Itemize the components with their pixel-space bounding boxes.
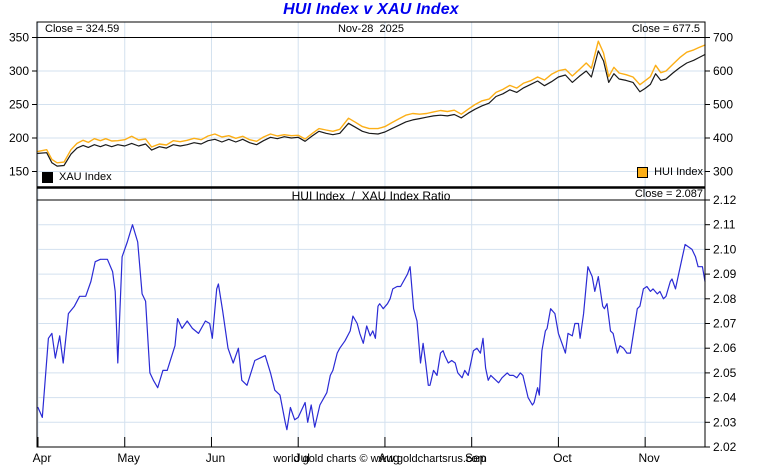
svg-text:Aug: Aug	[378, 451, 399, 465]
date-label: Nov-28 2025	[337, 23, 405, 35]
svg-text:Apr: Apr	[33, 451, 52, 465]
svg-text:Oct: Oct	[553, 451, 572, 465]
svg-text:300: 300	[9, 64, 29, 78]
hui-close-label: Close = 677.5	[631, 23, 700, 35]
svg-text:Nov: Nov	[638, 451, 659, 465]
svg-text:2.09: 2.09	[713, 267, 737, 281]
xau-legend-swatch-icon	[42, 171, 53, 183]
svg-text:2.08: 2.08	[713, 292, 737, 306]
svg-text:May: May	[117, 451, 140, 465]
footer-credit: world gold charts © www.goldchartsrus.co…	[273, 453, 487, 465]
svg-text:2.05: 2.05	[713, 366, 737, 380]
ratio-panel-title: HUI Index / XAU Index Ratio	[291, 189, 451, 203]
xau-close-label: Close = 324.59	[45, 23, 120, 35]
svg-text:Jul: Jul	[295, 451, 310, 465]
svg-text:2.02: 2.02	[713, 440, 737, 454]
hui-legend-label: HUI Index	[654, 166, 703, 178]
svg-text:Jun: Jun	[206, 451, 225, 465]
svg-text:600: 600	[713, 64, 733, 78]
ratio-close-label: Close = 2.087	[634, 188, 703, 200]
panel-borders	[36, 21, 706, 448]
hui-legend: HUI Index	[637, 166, 703, 178]
xau-legend-label: XAU Index	[59, 171, 112, 183]
svg-text:2.11: 2.11	[713, 218, 736, 232]
page-title: HUI Index v XAU Index	[283, 1, 459, 18]
svg-text:150: 150	[9, 165, 29, 179]
hui-series-line	[37, 40, 706, 164]
xau-series-line	[37, 50, 706, 167]
svg-text:400: 400	[713, 131, 733, 145]
svg-text:350: 350	[9, 31, 29, 45]
svg-text:2.06: 2.06	[713, 341, 737, 355]
month-gridlines	[37, 22, 646, 447]
series-lines	[37, 40, 706, 431]
svg-text:300: 300	[713, 165, 733, 179]
svg-text:2.03: 2.03	[713, 415, 737, 429]
ratio-series-line	[37, 224, 706, 431]
svg-text:700: 700	[713, 31, 733, 45]
top-panel-gridlines	[37, 37, 705, 172]
svg-text:250: 250	[9, 98, 29, 112]
bottom-panel-gridlines	[37, 199, 705, 423]
svg-text:500: 500	[713, 98, 733, 112]
hui-legend-swatch-icon	[637, 166, 649, 178]
svg-text:2.04: 2.04	[713, 391, 737, 405]
xau-legend: XAU Index	[42, 171, 112, 183]
svg-text:Sep: Sep	[465, 451, 487, 465]
svg-text:2.12: 2.12	[713, 193, 737, 207]
axis-ticks-and-labels: 150 200 250 300 350 300 400 500 600 700 2.02 2.03 2.…	[9, 31, 737, 466]
svg-text:200: 200	[9, 131, 29, 145]
svg-text:2.07: 2.07	[713, 317, 737, 331]
svg-text:2.10: 2.10	[713, 242, 737, 256]
